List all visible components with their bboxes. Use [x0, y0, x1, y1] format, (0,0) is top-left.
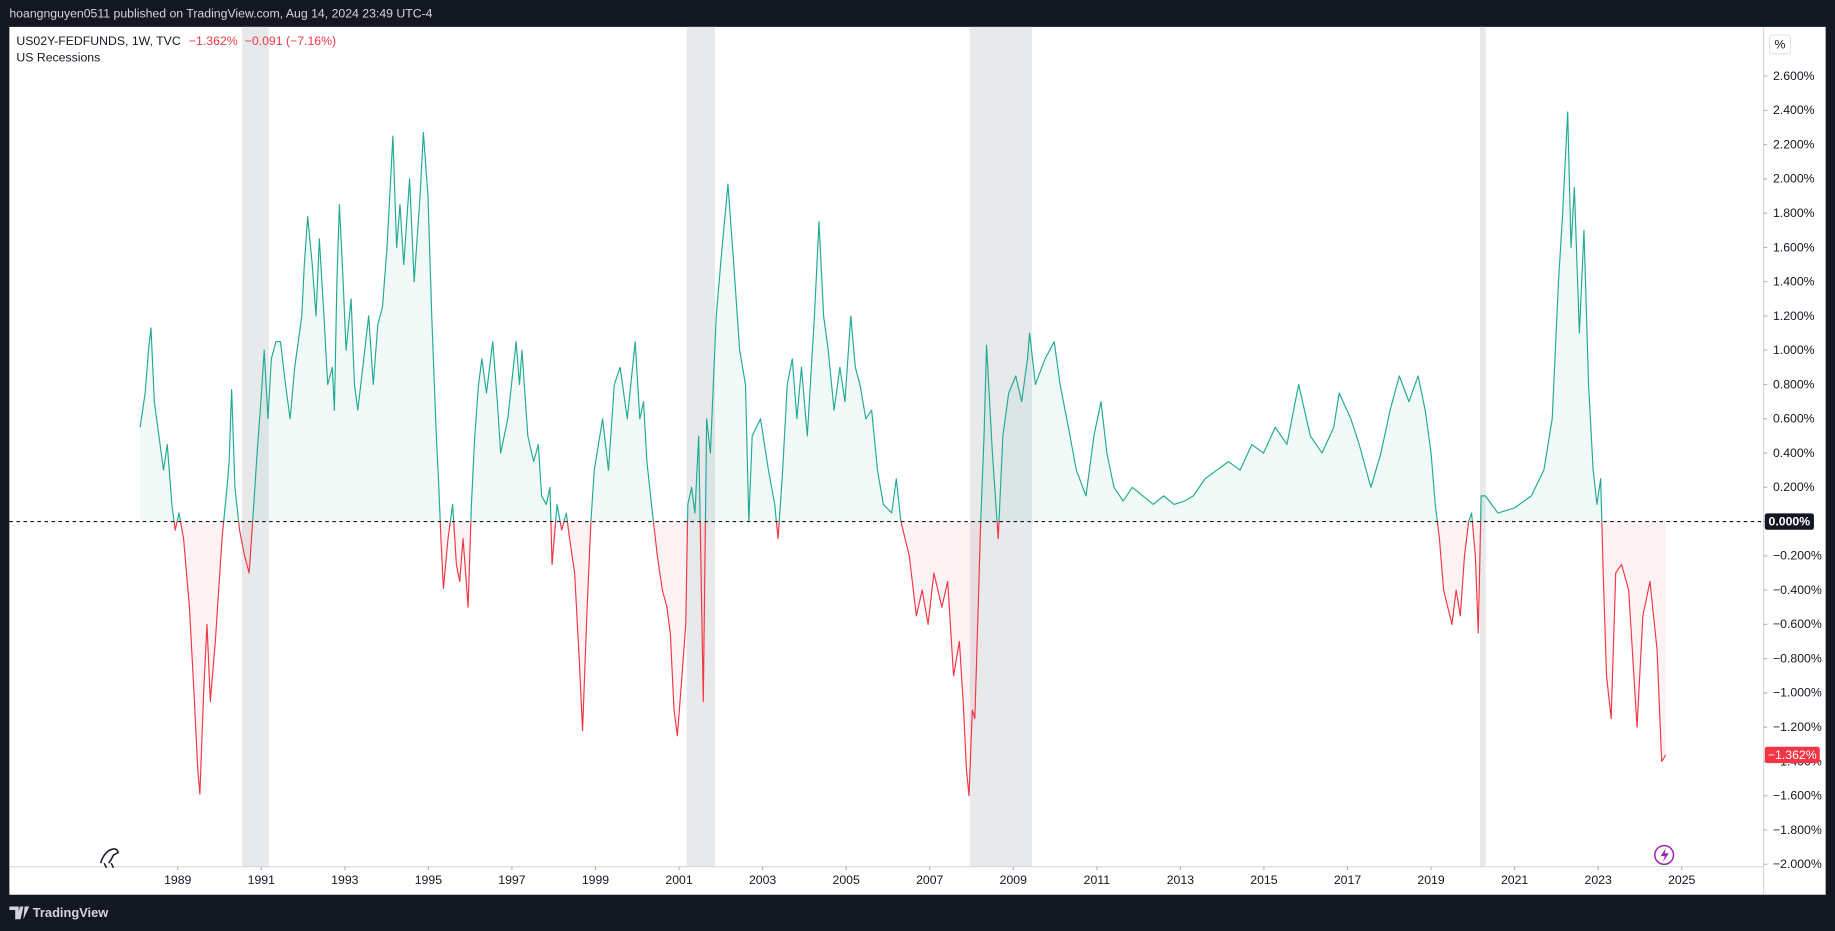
dino-icon [99, 848, 120, 869]
y-tick-label: −0.400% [1773, 583, 1822, 597]
published-note: hoangnguyen0511 published on TradingView… [9, 6, 432, 20]
x-tick-label: 2017 [1334, 873, 1361, 887]
last-value-label: −1.362% [1768, 748, 1817, 762]
series-title: US02Y-FEDFUNDS, 1W, TVC [16, 34, 180, 48]
x-tick-label: 2009 [1000, 873, 1027, 887]
y-tick-label: −1.800% [1773, 823, 1822, 837]
x-tick-label: 2007 [916, 873, 943, 887]
x-tick-label: 2001 [665, 873, 692, 887]
plot [9, 111, 1764, 797]
series-line [139, 111, 1667, 797]
x-tick-label: 1997 [498, 873, 525, 887]
y-tick-label: −0.800% [1773, 651, 1822, 665]
x-tick-label: 2019 [1417, 873, 1444, 887]
y-tick-label: 0.600% [1773, 412, 1815, 426]
unit-box [1768, 34, 1792, 55]
y-tick-label: 0.800% [1773, 377, 1815, 391]
x-tick-label: 2015 [1250, 873, 1277, 887]
x-tick-label: 2003 [749, 873, 776, 887]
x-tick-label: 2005 [833, 873, 860, 887]
recessions-legend: US Recessions [16, 51, 100, 65]
y-tick-label: 2.200% [1773, 137, 1815, 151]
x-tick-label: 1993 [331, 873, 358, 887]
last-value-box [1764, 746, 1820, 764]
x-tick-label: 2013 [1167, 873, 1194, 887]
unit-label: % [1775, 37, 1786, 51]
x-tick-label: 1995 [415, 873, 442, 887]
y-tick-label: −0.200% [1773, 549, 1822, 563]
alert-bolt [1660, 847, 1669, 862]
last-value: −1.362% [189, 34, 238, 48]
footer-brand: TradingView [33, 905, 110, 920]
y-tick-label: 1.400% [1773, 275, 1815, 289]
change: −0.091 (−7.16%) [245, 34, 336, 48]
y-tick-label: 2.400% [1773, 103, 1815, 117]
x-tick-label: 2011 [1084, 873, 1111, 887]
y-tick-label: 1.200% [1773, 309, 1815, 323]
x-tick-label: 2021 [1501, 873, 1528, 887]
y-tick-label: 0.400% [1773, 446, 1815, 460]
x-tick-label: 2025 [1668, 873, 1695, 887]
y-tick-label: −1.200% [1773, 720, 1822, 734]
recession-band [1479, 26, 1486, 867]
recessions [242, 26, 1486, 867]
alert-icon[interactable] [1654, 844, 1675, 866]
y-tick-label: 1.800% [1773, 206, 1815, 220]
x-tick-label: 1991 [248, 873, 275, 887]
y-tick-label: 2.600% [1773, 69, 1815, 83]
x-tick-label: 1989 [164, 873, 191, 887]
y-tick-label: −1.000% [1773, 686, 1822, 700]
baseline-label-box [1764, 513, 1814, 530]
y-tick-label: 2.000% [1773, 172, 1815, 186]
y-tick-label: −1.600% [1773, 789, 1822, 803]
y-tick-label: 0.200% [1773, 480, 1815, 494]
baseline-area [140, 112, 1666, 796]
y-tick-label: 0.000% [1769, 514, 1811, 528]
y-tick-label: −2.000% [1773, 857, 1822, 871]
axes: 1989 1991 1993 1995 1997 1999 2001 2003 2005 2007… [164, 69, 1822, 887]
x-tick-label: 2023 [1585, 873, 1612, 887]
y-tick-label: 1.600% [1773, 240, 1815, 254]
y-tick-label: 1.000% [1773, 343, 1815, 357]
y-tick-label: −0.600% [1773, 617, 1822, 631]
legend-line: US02Y-FEDFUNDS, 1W, TVC −1.362% −0.091 (−7… [16, 34, 336, 48]
x-tick-label: 1999 [582, 873, 609, 887]
